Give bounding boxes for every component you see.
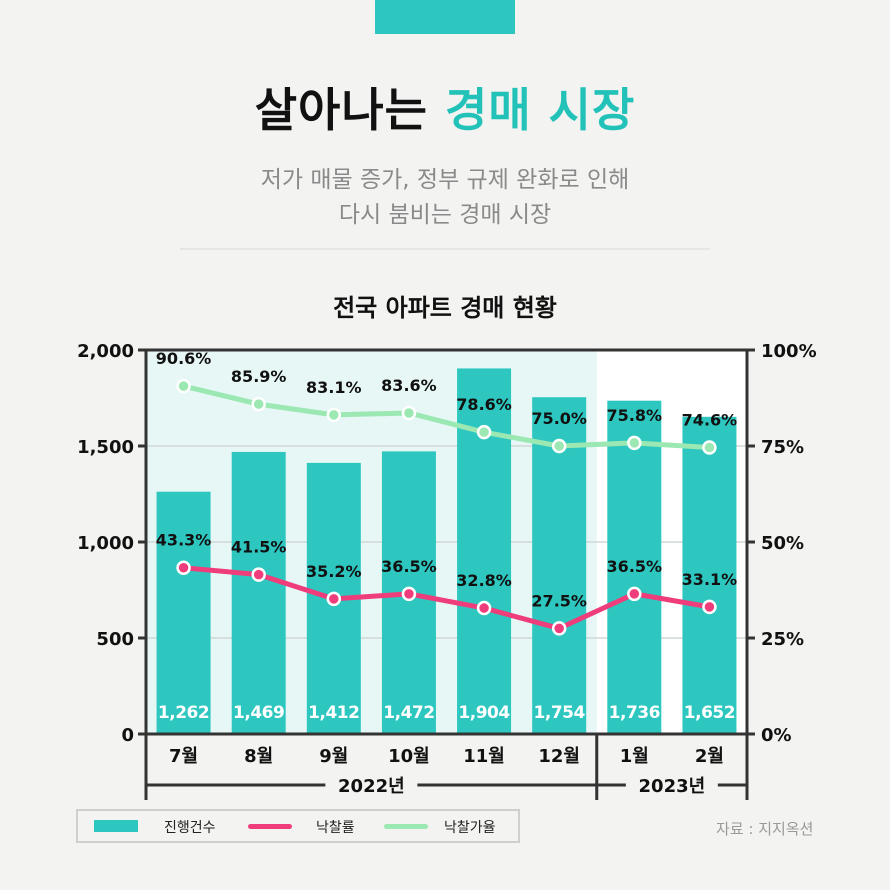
y-right-tick-label: 100% — [761, 341, 817, 362]
price-rate-value-label: 83.1% — [306, 378, 362, 397]
legend-bar-label: 진행건수 — [164, 820, 216, 836]
bar-value-label: 1,904 — [458, 703, 510, 723]
price-rate-value-label: 74.6% — [682, 411, 738, 430]
y-left-tick-label: 2,000 — [77, 341, 134, 362]
award-rate-point — [176, 560, 191, 575]
award-rate-point — [401, 586, 417, 602]
bar-value-label: 1,412 — [308, 703, 359, 723]
y-right-tick-label: 25% — [761, 629, 804, 650]
x-tick-label: 7월 — [169, 746, 198, 767]
x-tick-label: 1월 — [620, 746, 649, 767]
headline-black: 살아나는 — [254, 83, 428, 137]
y-right-tick-label: 75% — [761, 437, 804, 458]
source-note: 자료 : 지지옥션 — [716, 820, 814, 838]
award-rate-value-label: 35.2% — [306, 562, 362, 581]
chart-title: 전국 아파트 경매 현황 — [333, 294, 557, 322]
legend: 진행건수 낙찰률 낙찰가율 — [76, 809, 520, 843]
x-tick-label: 8월 — [244, 746, 273, 767]
price-rate-point — [176, 378, 191, 394]
headline: 살아나는 경매 시장 — [0, 74, 890, 140]
bar-value-label: 1,472 — [383, 703, 434, 723]
headline-accent: 경매 시장 — [445, 83, 636, 137]
legend-bar-swatch — [94, 820, 138, 832]
price-rate-line — [181, 383, 712, 451]
bar-value-label: 1,736 — [609, 703, 660, 723]
price-rate-value-label: 78.6% — [456, 395, 512, 414]
price-rate-point — [627, 435, 642, 451]
award-rate-point — [476, 600, 492, 616]
award-rate-point — [251, 567, 266, 582]
x-tick-label: 10월 — [388, 746, 430, 767]
award-rate-point — [326, 591, 342, 607]
price-rate-value-label: 75.0% — [531, 409, 587, 428]
bar-value-label: 1,754 — [534, 703, 586, 723]
award-rate-value-label: 33.1% — [682, 570, 738, 589]
bar-7 — [607, 400, 662, 734]
award-rate-value-label: 27.5% — [531, 591, 587, 610]
legend-rate-swatch — [248, 824, 292, 829]
bar-value-label: 1,652 — [684, 703, 735, 723]
subtitle-line-2: 다시 붐비는 경매 시장 — [338, 202, 552, 228]
divider — [180, 248, 710, 250]
x-tick-label: 11월 — [463, 746, 505, 767]
price-rate-point — [476, 424, 492, 440]
price-rate-value-label: 83.6% — [381, 376, 437, 395]
bar-6 — [532, 397, 587, 734]
y-left-tick-label: 1,000 — [77, 533, 134, 554]
price-rate-point — [401, 405, 417, 421]
price-rate-value-label: 85.9% — [231, 367, 287, 386]
price-rate-value-label: 90.6% — [156, 349, 212, 368]
y-left-tick-label: 500 — [96, 629, 134, 650]
bar-value-label: 1,262 — [158, 703, 209, 723]
y-left-tick-label: 0 — [121, 725, 134, 746]
bar-8 — [682, 416, 737, 734]
x-tick-label: 9월 — [319, 746, 348, 767]
year-label-2023: 2023년 — [639, 776, 706, 797]
x-tick-label: 2월 — [695, 746, 724, 767]
top-accent-tab — [375, 0, 515, 34]
legend-rate-label: 낙찰률 — [316, 820, 355, 836]
x-tick-label: 12월 — [538, 746, 580, 767]
award-rate-value-label: 43.3% — [156, 531, 212, 550]
price-rate-point — [251, 396, 266, 412]
y-right-tick-label: 0% — [761, 725, 792, 746]
price-rate-point — [702, 440, 717, 455]
bar-2 — [231, 451, 286, 734]
award-rate-point — [702, 599, 717, 615]
bar-value-label: 1,469 — [233, 703, 284, 723]
legend-price-label: 낙찰가율 — [444, 820, 496, 836]
price-rate-value-label: 75.8% — [607, 406, 663, 425]
award-rate-point — [627, 586, 642, 602]
bar-5 — [457, 368, 512, 734]
award-rate-value-label: 36.5% — [381, 557, 437, 576]
price-rate-point — [326, 407, 342, 423]
award-rate-value-label: 41.5% — [231, 538, 287, 557]
legend-price-swatch — [384, 824, 428, 829]
award-rate-point — [551, 621, 567, 636]
award-rate-line — [181, 565, 712, 631]
y-left-tick-label: 1,500 — [77, 437, 134, 458]
price-rate-point — [551, 438, 567, 454]
bar-1 — [156, 491, 211, 734]
y-right-tick-label: 50% — [761, 533, 804, 554]
award-rate-value-label: 32.8% — [456, 571, 512, 590]
year-label-2022: 2022년 — [338, 776, 405, 797]
award-rate-value-label: 36.5% — [607, 557, 663, 576]
subtitle-line-1: 저가 매물 증가, 정부 규제 완화로 인해 — [260, 167, 630, 193]
